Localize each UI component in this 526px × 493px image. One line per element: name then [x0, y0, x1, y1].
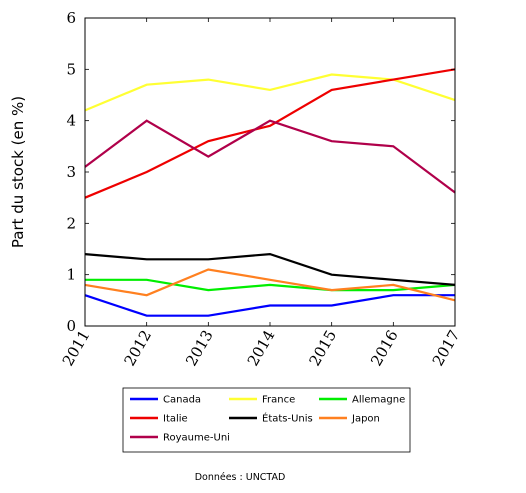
legend: Canada France Allemagne Italie États-Unis Jap…	[122, 387, 411, 453]
y-tick-label: 5	[66, 60, 76, 78]
y-tick-label: 0	[66, 317, 76, 335]
legend-label: États-Unis	[262, 412, 313, 425]
legend-label: Royaume-Uni	[163, 433, 230, 444]
series-layer	[84, 68, 456, 317]
series-line-royaume-uni	[84, 119, 456, 194]
x-tick-label: 2015	[305, 327, 340, 369]
x-tick-label: 2014	[244, 327, 279, 369]
x-tick-label: 2012	[120, 327, 155, 369]
legend-label: Italie	[163, 414, 188, 425]
legend-label: Allemagne	[352, 395, 405, 406]
series-line-allemagne	[85, 278, 456, 292]
legend-box	[122, 387, 411, 453]
series-line-italie	[84, 68, 456, 199]
x-axis: 2011 2012 2013 2014 2015 2016 2017	[59, 18, 464, 369]
y-axis: 0 1 2 3 4 5 6	[66, 9, 455, 335]
y-tick-label: 6	[66, 9, 76, 27]
series-line-canada	[84, 294, 455, 317]
y-tick-label: 2	[66, 214, 76, 232]
y-tick-label: 1	[66, 266, 76, 284]
x-tick-label: 2011	[59, 327, 94, 369]
series-line--tats-unis	[84, 252, 456, 286]
y-tick-label: 3	[66, 163, 76, 181]
legend-label: France	[262, 395, 295, 406]
legend-label: Canada	[163, 395, 201, 406]
x-tick-label: 2013	[182, 327, 217, 369]
y-axis-label: Part du stock (en %)	[9, 96, 27, 248]
y-tick-label: 4	[66, 112, 76, 130]
series-line-france	[84, 73, 456, 112]
legend-label: Japon	[351, 414, 380, 425]
source-note: Données : UNCTAD	[195, 472, 286, 483]
series-line-japon	[84, 268, 456, 302]
x-tick-label: 2017	[429, 327, 464, 369]
x-tick-label: 2016	[367, 327, 402, 369]
